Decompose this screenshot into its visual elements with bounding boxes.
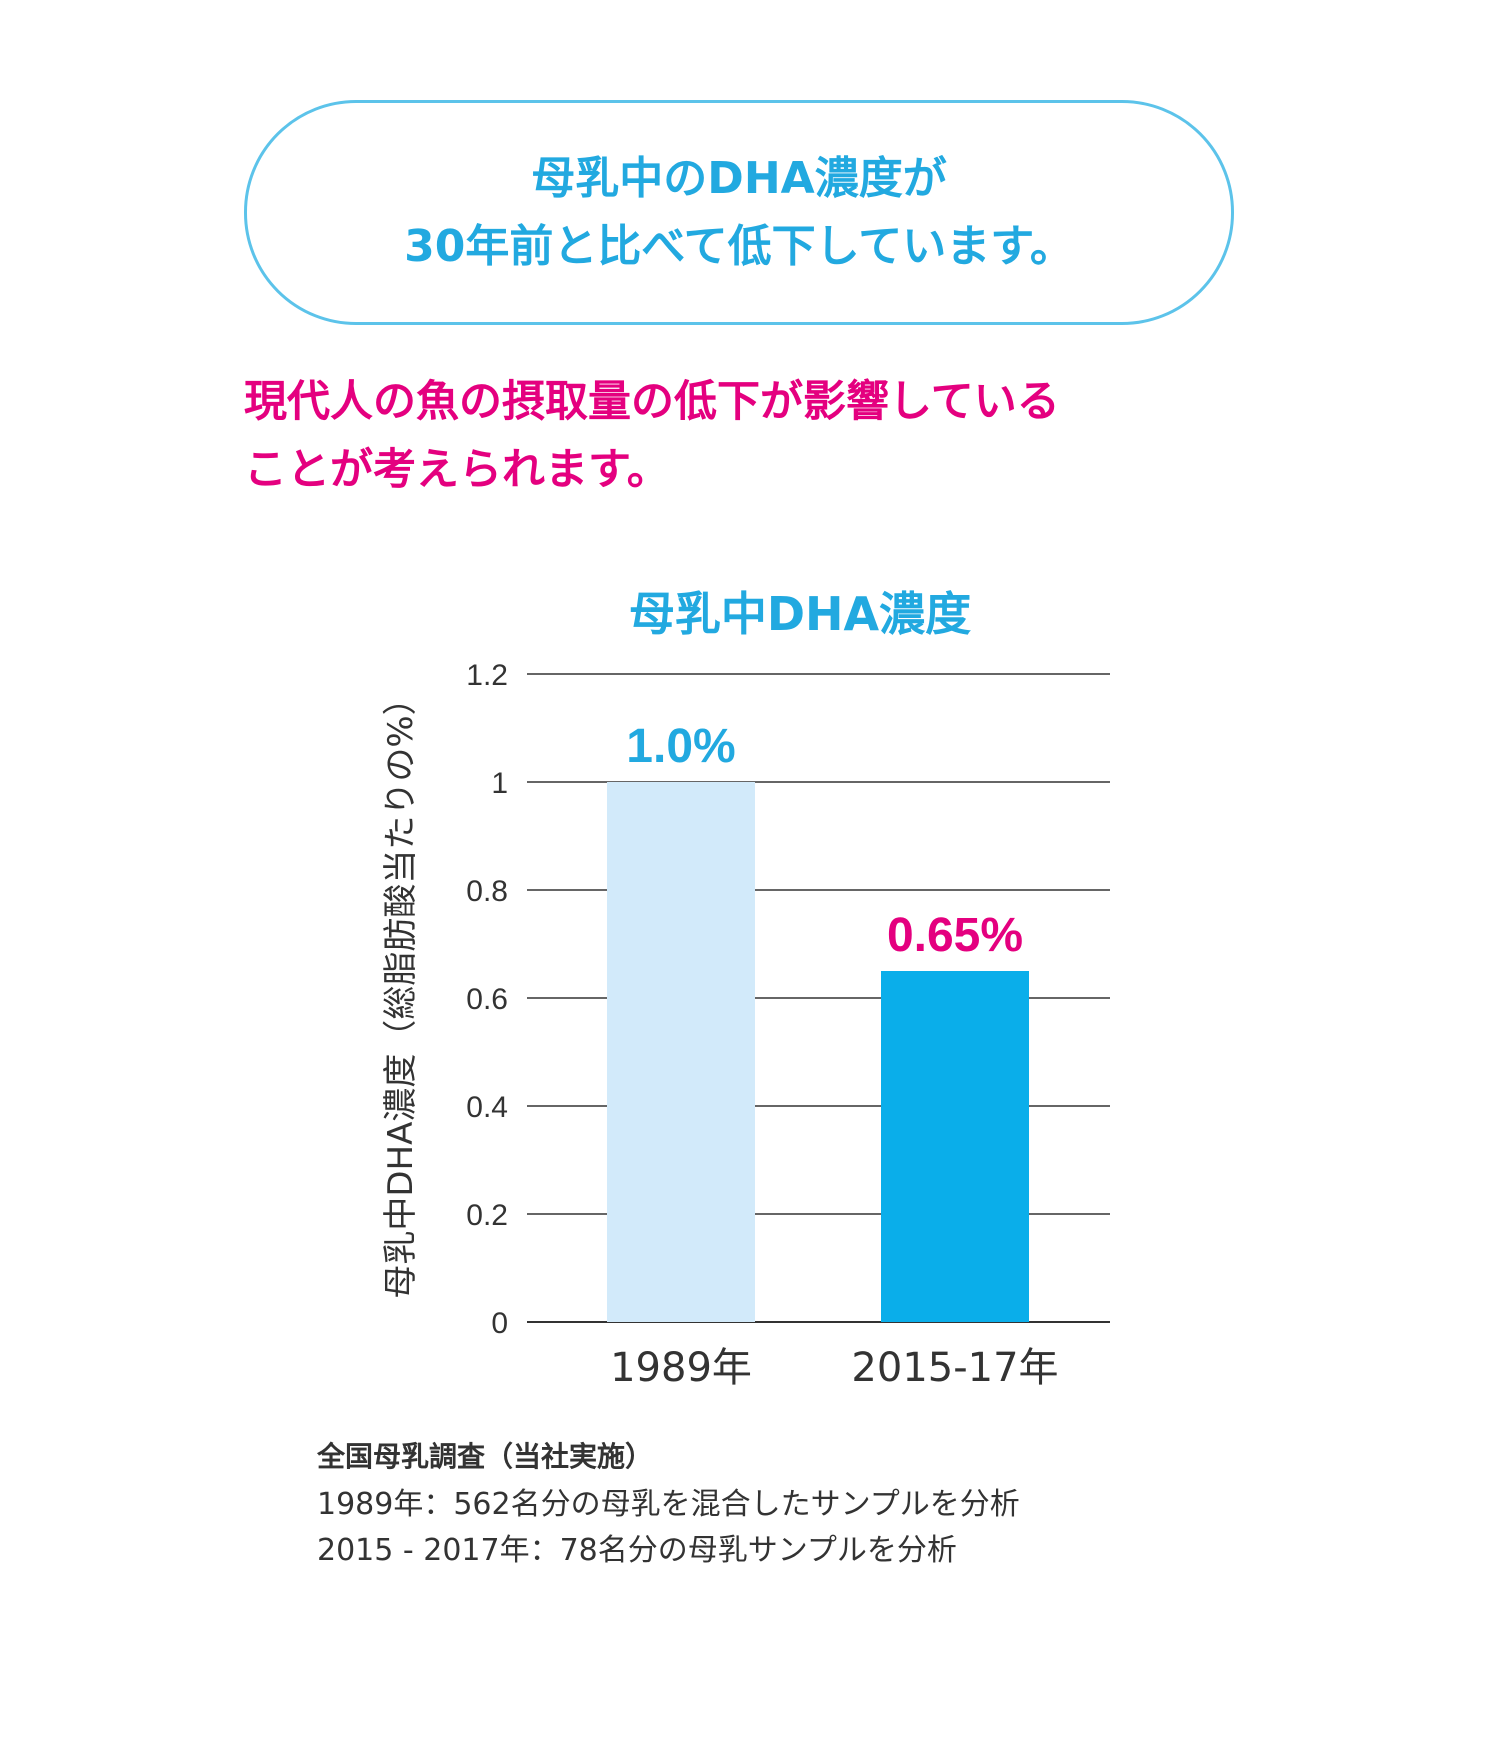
y-tick-label: 1.2 (466, 659, 508, 692)
chart-title: 母乳中DHA濃度 (628, 587, 972, 641)
x-tick-label: 2015-17年 (851, 1345, 1058, 1391)
y-tick-label: 0.2 (466, 1199, 508, 1232)
y-tick-label: 0.4 (466, 1091, 508, 1124)
headline-line-1: 母乳中のDHA濃度が (531, 152, 947, 204)
headline-line-2: 30年前と比べて低下しています。 (404, 220, 1074, 272)
data-label: 1.0% (626, 720, 735, 773)
subtext-line-2: ことが考えられます。 (244, 445, 670, 495)
y-tick-label: 0.6 (466, 983, 508, 1016)
subtext-line-1: 現代人の魚の摂取量の低下が影響している (244, 377, 1060, 427)
data-label: 0.65% (887, 909, 1023, 962)
y-tick-label: 1 (491, 767, 508, 800)
source-line-2: 2015 - 2017年：78名分の母乳サンプルを分析 (317, 1533, 957, 1568)
y-axis-label: 母乳中DHA濃度（総脂肪酸当たりの%） (381, 681, 421, 1298)
source-title: 全国母乳調査（当社実施） (317, 1440, 654, 1473)
bar (607, 782, 755, 1322)
headline-box: 母乳中のDHA濃度が 30年前と比べて低下しています。 (244, 100, 1234, 325)
y-tick-label: 0 (491, 1307, 508, 1340)
source-line-1: 1989年：562名分の母乳を混合したサンプルを分析 (317, 1487, 1020, 1522)
y-tick-label: 0.8 (466, 875, 508, 908)
x-tick-label: 1989年 (610, 1345, 752, 1391)
subtext: 現代人の魚の摂取量の低下が影響している ことが考えられます。 (244, 368, 1060, 504)
source-note: 全国母乳調査（当社実施） 1989年：562名分の母乳を混合したサンプルを分析 … (317, 1432, 1020, 1574)
bar (881, 971, 1029, 1322)
